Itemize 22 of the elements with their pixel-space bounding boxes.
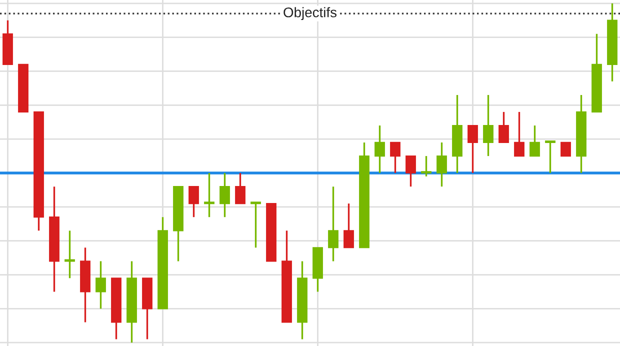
candlestick — [344, 202, 354, 248]
candlestick — [436, 142, 447, 188]
ref-line-label: Objectifs — [284, 7, 337, 20]
candlestick — [498, 111, 509, 144]
candlestick — [204, 172, 214, 218]
candlestick — [188, 186, 199, 218]
candlestick — [235, 172, 246, 204]
candlestick — [96, 260, 106, 310]
candlestick — [374, 124, 385, 174]
candlestick — [250, 202, 261, 248]
candlestick — [530, 124, 540, 157]
candlestick — [328, 186, 338, 262]
candlestick — [545, 140, 556, 174]
candlestick — [220, 172, 230, 218]
candlestick — [468, 124, 478, 174]
candlestick — [406, 155, 416, 188]
candlestick — [483, 94, 494, 157]
candlestick — [421, 155, 432, 178]
candlestick — [514, 111, 524, 157]
candlestick — [390, 142, 400, 174]
candlestick — [560, 142, 571, 157]
candlestick — [64, 230, 75, 279]
